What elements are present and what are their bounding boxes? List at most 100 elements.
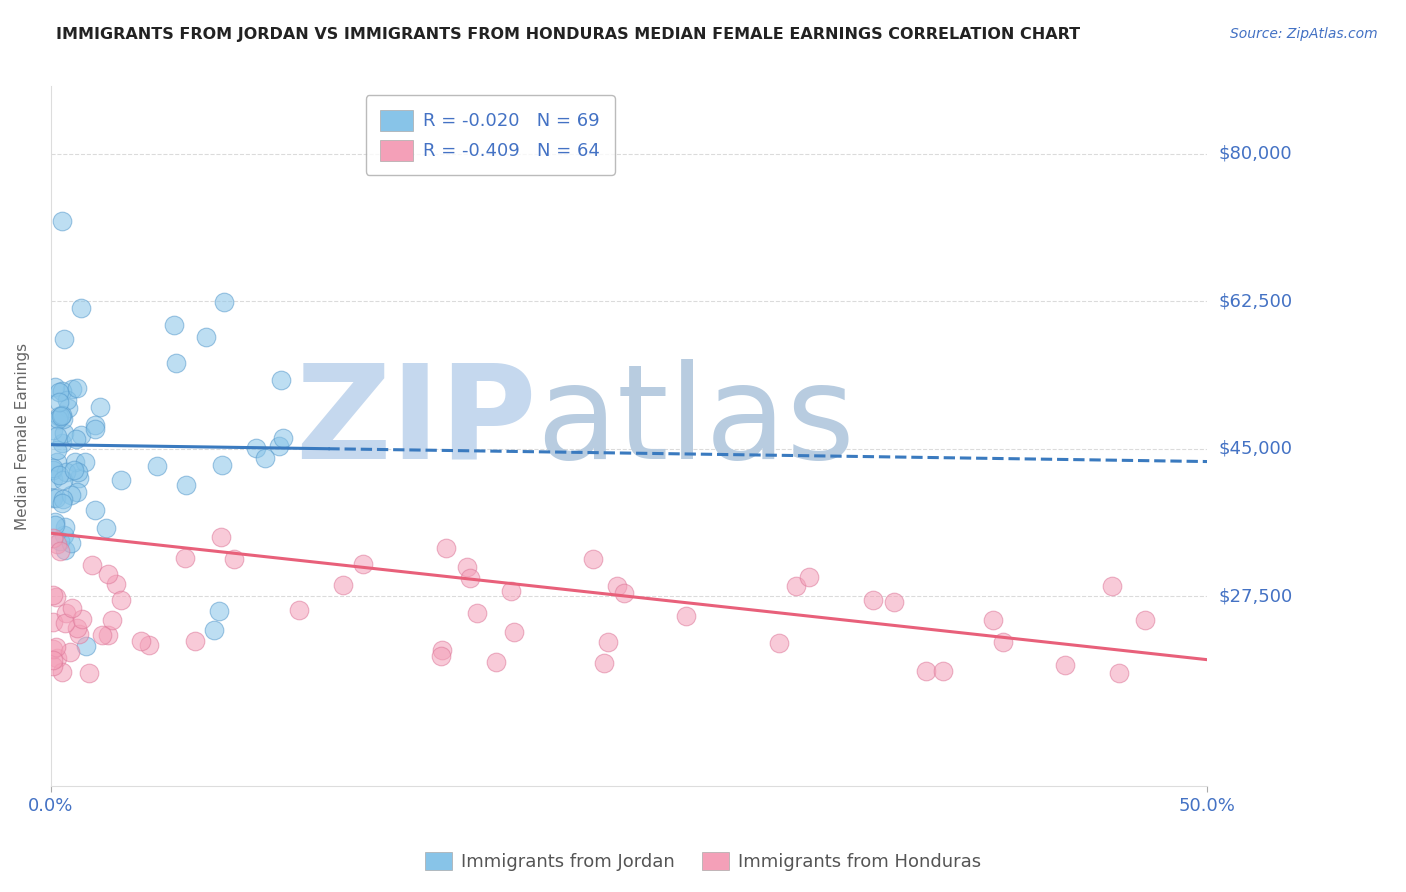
Point <box>458 571 481 585</box>
Point <box>49 409 72 423</box>
Point <box>332 578 354 592</box>
Point <box>202 623 225 637</box>
Point <box>65 432 87 446</box>
Point <box>1101 579 1123 593</box>
Point <box>60 488 83 502</box>
Point <box>84 417 107 432</box>
Point <box>1108 665 1130 680</box>
Point <box>211 458 233 473</box>
Point <box>45 591 67 605</box>
Point <box>51 665 73 679</box>
Point <box>66 381 89 395</box>
Point <box>42 532 65 546</box>
Point <box>598 635 620 649</box>
Point <box>914 664 936 678</box>
Point <box>77 665 100 680</box>
Point <box>456 560 478 574</box>
Point <box>83 422 105 436</box>
Point <box>485 655 508 669</box>
Point <box>768 636 790 650</box>
Point <box>48 467 70 482</box>
Point <box>271 431 294 445</box>
Point <box>503 625 526 640</box>
Point <box>52 425 75 440</box>
Point <box>267 439 290 453</box>
Point <box>101 614 124 628</box>
Point <box>55 465 77 479</box>
Point <box>42 653 65 667</box>
Point <box>91 627 114 641</box>
Point <box>67 627 90 641</box>
Point <box>52 412 75 426</box>
Legend: Immigrants from Jordan, Immigrants from Honduras: Immigrants from Jordan, Immigrants from … <box>418 846 988 879</box>
Point <box>42 642 65 657</box>
Point <box>883 595 905 609</box>
Point <box>65 485 87 500</box>
Point <box>110 593 132 607</box>
Point <box>593 657 616 671</box>
Point <box>46 412 69 426</box>
Point <box>69 301 91 316</box>
Text: $45,000: $45,000 <box>1219 440 1292 458</box>
Point <box>66 466 89 480</box>
Text: $27,500: $27,500 <box>1219 588 1292 606</box>
Point <box>53 542 76 557</box>
Point <box>46 537 69 551</box>
Point <box>209 530 232 544</box>
Point <box>44 518 66 533</box>
Point <box>51 384 73 398</box>
Point <box>42 424 65 438</box>
Point <box>174 477 197 491</box>
Point <box>42 588 65 602</box>
Point <box>138 638 160 652</box>
Point <box>84 503 107 517</box>
Point <box>195 329 218 343</box>
Legend: R = -0.020   N = 69, R = -0.409   N = 64: R = -0.020 N = 69, R = -0.409 N = 64 <box>366 95 614 175</box>
Point <box>991 635 1014 649</box>
Point <box>606 579 628 593</box>
Point <box>184 634 207 648</box>
Point <box>49 544 72 558</box>
Point <box>97 567 120 582</box>
Point <box>110 473 132 487</box>
Point <box>59 645 82 659</box>
Point <box>173 551 195 566</box>
Point <box>96 521 118 535</box>
Point <box>97 628 120 642</box>
Point <box>44 380 66 394</box>
Point <box>48 384 70 399</box>
Point <box>1053 657 1076 672</box>
Text: Source: ZipAtlas.com: Source: ZipAtlas.com <box>1230 27 1378 41</box>
Point <box>56 401 79 416</box>
Point <box>51 492 73 507</box>
Y-axis label: Median Female Earnings: Median Female Earnings <box>15 343 30 530</box>
Point <box>82 558 104 572</box>
Point <box>51 496 73 510</box>
Point <box>70 612 93 626</box>
Point <box>60 382 83 396</box>
Point <box>53 332 76 346</box>
Point <box>51 436 73 450</box>
Point <box>253 451 276 466</box>
Point <box>42 463 65 477</box>
Point <box>675 609 697 624</box>
Point <box>53 615 76 630</box>
Point <box>785 579 807 593</box>
Point <box>67 471 90 485</box>
Text: atlas: atlas <box>537 359 855 486</box>
Point <box>245 441 267 455</box>
Point <box>42 658 65 673</box>
Point <box>45 455 67 469</box>
Point <box>430 642 453 657</box>
Point <box>55 393 77 408</box>
Point <box>46 651 69 665</box>
Point <box>932 664 955 678</box>
Point <box>59 536 82 550</box>
Point <box>288 603 311 617</box>
Point <box>48 534 70 549</box>
Point <box>146 459 169 474</box>
Point <box>499 584 522 599</box>
Point <box>352 557 374 571</box>
Point <box>70 428 93 442</box>
Point <box>797 570 820 584</box>
